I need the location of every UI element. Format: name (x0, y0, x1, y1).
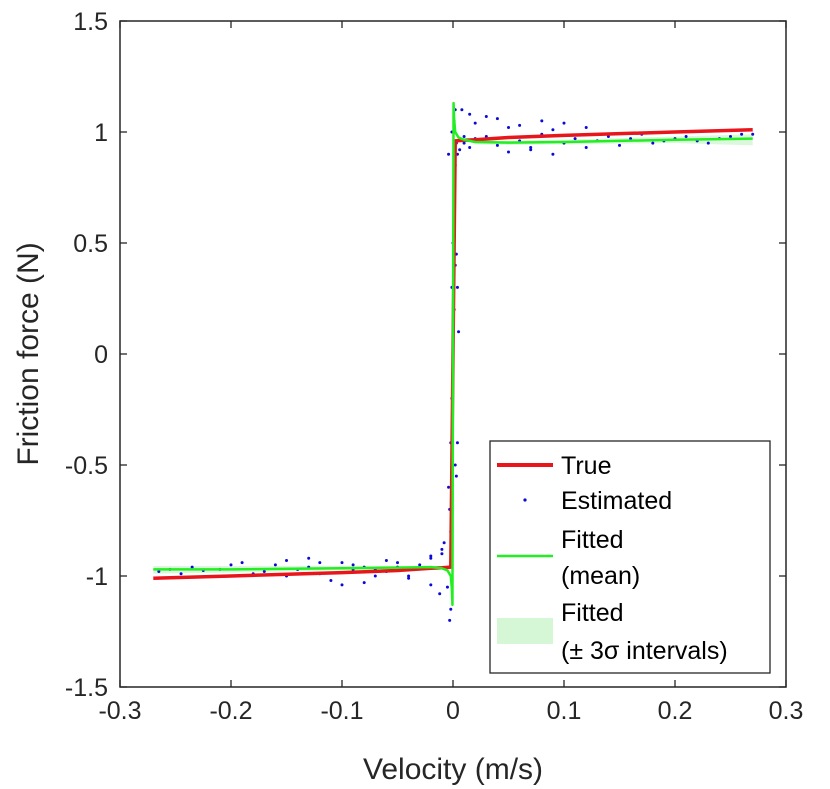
legend-estimated-label: Estimated (561, 487, 672, 515)
estimated-point (453, 463, 457, 467)
estimated-point (651, 141, 655, 145)
estimated-point (407, 576, 411, 580)
estimated-point (429, 556, 433, 560)
estimated-point (442, 541, 446, 545)
estimated-point (551, 128, 555, 132)
y-tick-label: 1.5 (73, 8, 108, 36)
estimated-point (468, 112, 472, 116)
estimated-point (455, 285, 459, 289)
estimated-point (262, 570, 266, 574)
estimated-point (351, 563, 355, 567)
estimated-point (462, 141, 466, 145)
estimated-point (458, 148, 462, 152)
x-tick-label: -0.2 (209, 697, 252, 725)
estimated-point (540, 119, 544, 123)
tick-layer: -0.3 -0.2 -0.1 0 0.1 0.2 0.3 -1.5 -1 -0.5 0 0.5 1 1.5 (65, 8, 803, 725)
estimated-point (157, 570, 161, 574)
estimated-point (449, 607, 453, 611)
estimated-point (529, 148, 533, 152)
estimated-point (447, 485, 451, 489)
estimated-point (562, 121, 566, 125)
fitted-mean-line (153, 101, 753, 607)
legend-fitted-interval-swatch (497, 618, 553, 644)
estimated-point (407, 574, 411, 578)
estimated-point (340, 561, 344, 565)
x-tick-label: 0.1 (547, 697, 582, 725)
estimated-point (573, 137, 577, 141)
estimated-point (457, 330, 461, 334)
x-tick-label: -0.3 (98, 697, 141, 725)
legend-fitted-interval-label-line2: (± 3σ intervals) (561, 637, 728, 665)
y-tick-label: -0.5 (65, 452, 108, 480)
estimated-point (240, 561, 244, 565)
estimated-point (190, 565, 194, 569)
estimated-point (484, 134, 488, 138)
estimated-point (384, 558, 388, 562)
estimated-point (445, 585, 449, 589)
estimated-point (373, 574, 377, 578)
fitted-lines-layer (153, 101, 753, 607)
legend-estimated-swatch (523, 498, 527, 502)
estimated-point (429, 554, 433, 558)
estimated-point (551, 152, 555, 156)
estimated-point (751, 132, 755, 136)
x-tick-label: -0.1 (320, 697, 363, 725)
estimated-point (438, 592, 442, 596)
estimated-point (454, 474, 458, 478)
estimated-point (318, 561, 322, 565)
estimated-point (429, 583, 433, 587)
y-tick-label: 0 (94, 341, 108, 369)
estimated-point (455, 441, 459, 445)
estimated-point (495, 143, 499, 147)
estimated-point (285, 558, 288, 562)
estimated-point (518, 123, 522, 127)
estimated-point (507, 126, 510, 130)
y-tick-label: -1 (86, 563, 108, 591)
estimated-point (507, 150, 510, 154)
estimated-point (729, 134, 732, 138)
estimated-point (307, 556, 311, 560)
estimated-point (418, 563, 422, 567)
estimated-point (460, 108, 464, 112)
x-axis-label: Velocity (m/s) (363, 753, 543, 786)
estimated-point (440, 552, 444, 556)
estimated-point (273, 563, 277, 567)
estimated-point (684, 134, 688, 138)
estimated-point (584, 126, 588, 130)
estimated-point (447, 152, 451, 156)
y-axis-label: Friction force (N) (12, 242, 45, 465)
y-tick-label: -1.5 (65, 674, 108, 702)
estimated-point (462, 134, 466, 138)
estimated-point (484, 114, 488, 118)
estimated-point (468, 146, 472, 150)
estimated-point (584, 146, 588, 150)
estimated-point (229, 563, 233, 567)
estimated-point (448, 618, 452, 622)
legend-fitted-mean-label-line1: Fitted (561, 526, 624, 554)
legend-true-label: True (561, 452, 611, 480)
estimated-point (396, 561, 399, 565)
estimated-point (495, 117, 499, 121)
y-tick-label: 1 (94, 119, 108, 147)
estimated-point (529, 146, 533, 150)
x-tick-label: 0.2 (658, 697, 693, 725)
y-tick-label: 0.5 (73, 230, 108, 258)
legend: True Estimated Fitted (mean) Fitted (± 3… (489, 440, 771, 674)
legend-fitted-mean-label-line2: (mean) (561, 562, 640, 590)
legend-fitted-interval-label-line1: Fitted (561, 599, 624, 627)
estimated-point (362, 581, 366, 585)
estimated-point (179, 572, 183, 576)
estimated-point (340, 583, 344, 587)
x-tick-label: 0.3 (769, 697, 804, 725)
estimated-point (473, 121, 477, 125)
estimated-point (440, 547, 444, 551)
estimated-point (706, 141, 710, 145)
estimated-point (740, 132, 744, 136)
estimated-point (329, 578, 333, 582)
x-tick-label: 0 (446, 697, 460, 725)
estimated-point (618, 143, 621, 147)
